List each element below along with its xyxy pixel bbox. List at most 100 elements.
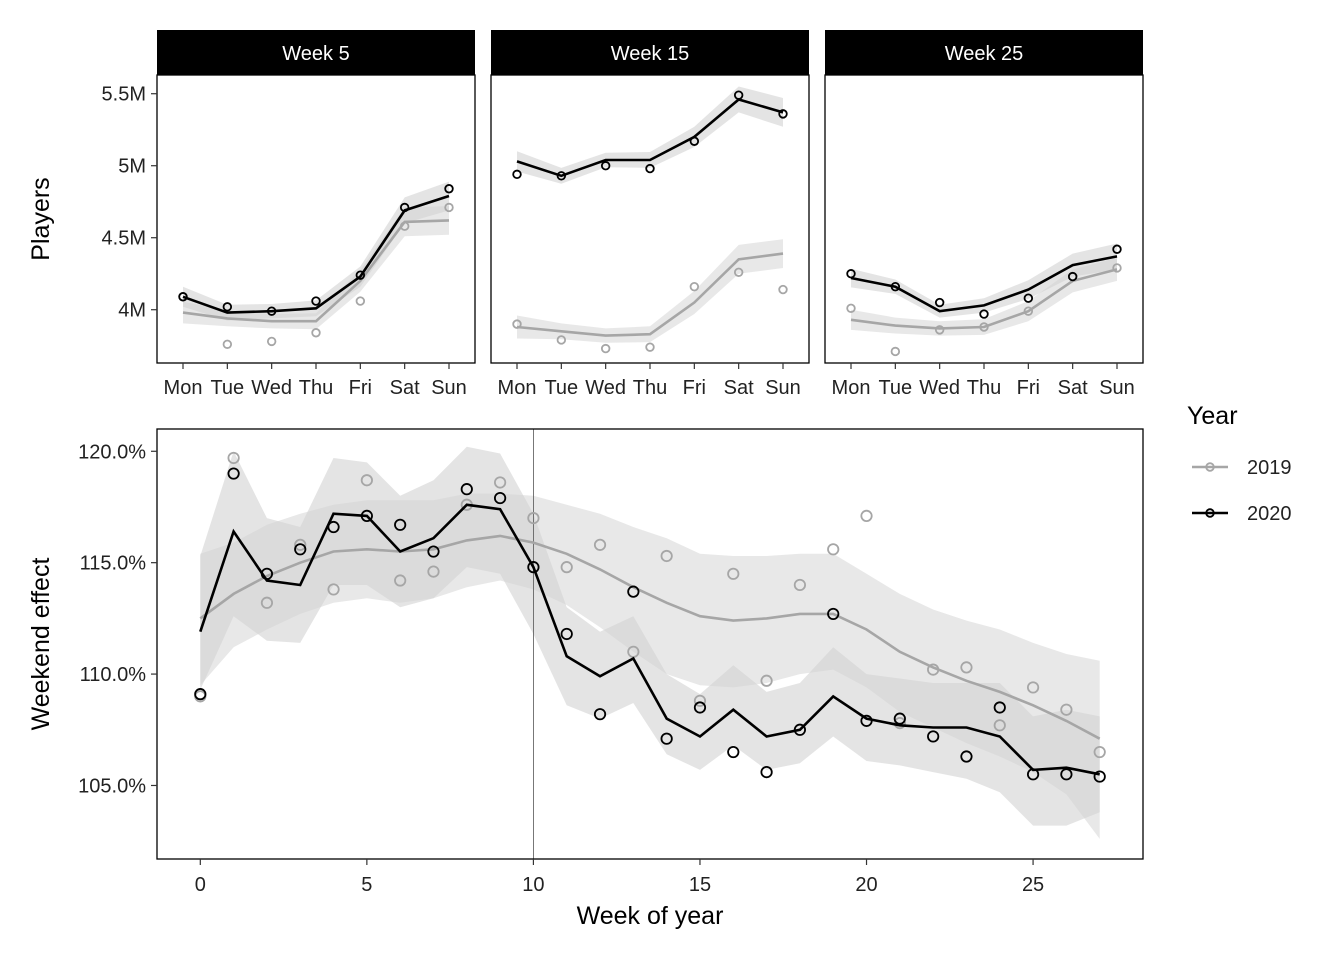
facet-title: Week 5 xyxy=(282,43,349,65)
data-point-2019 xyxy=(560,561,573,574)
data-point-2019 xyxy=(593,538,607,551)
data-point-2020 xyxy=(1067,271,1078,282)
x-axis-title: Week of year xyxy=(577,902,724,930)
data-point-2020 xyxy=(222,302,233,312)
data-point-2019 xyxy=(294,538,307,551)
data-point-2019 xyxy=(860,509,873,522)
data-point-2020 xyxy=(427,545,440,558)
x-tick-label: Mon xyxy=(164,377,203,399)
x-tick-label: Tue xyxy=(878,377,912,399)
data-point-2020 xyxy=(778,109,788,119)
data-point-2020 xyxy=(355,270,366,280)
x-tick-label: Sun xyxy=(765,377,801,399)
x-tick-label: Fri xyxy=(683,377,706,399)
y-tick-label: 4M xyxy=(118,300,146,322)
data-point-2020 xyxy=(1112,244,1122,254)
data-point-2019 xyxy=(733,267,744,277)
data-point-2019 xyxy=(494,476,507,489)
data-point-2019 xyxy=(327,583,340,596)
series-line-2020 xyxy=(850,255,1118,313)
data-point-2020 xyxy=(444,184,454,194)
legend-title: Year xyxy=(1187,402,1238,430)
data-point-2019 xyxy=(934,325,945,335)
facet-panel-3: Week 25 Mon Tue Wed Thu Fri Sat Sun xyxy=(824,30,1144,399)
data-point-2019 xyxy=(1060,703,1073,716)
data-point-2019 xyxy=(1026,681,1040,694)
data-point-2019 xyxy=(355,296,366,306)
data-point-2020 xyxy=(512,169,522,180)
data-point-2020 xyxy=(1060,768,1073,781)
data-point-2019 xyxy=(311,328,321,338)
data-point-2019 xyxy=(927,663,940,676)
y-tick-label: 115.0% xyxy=(80,553,147,575)
data-point-2020 xyxy=(890,281,901,292)
data-point-2019 xyxy=(760,674,773,687)
data-point-2019 xyxy=(960,661,973,674)
x-tick-label: Mon xyxy=(498,377,537,399)
y-tick-label: 120.0% xyxy=(78,441,146,463)
x-tick-label: 20 xyxy=(855,874,877,896)
x-tick-label: Mon xyxy=(832,377,871,399)
x-tick-label: Sat xyxy=(724,377,754,399)
data-point-2020 xyxy=(311,296,321,306)
data-point-2019 xyxy=(556,335,567,345)
data-point-2020 xyxy=(693,701,707,714)
x-tick-label: Thu xyxy=(299,377,333,399)
facet-title: Week 15 xyxy=(611,43,690,65)
data-point-2020 xyxy=(266,306,277,316)
facet-strip xyxy=(825,30,1143,75)
series-line-2020 xyxy=(199,503,1100,776)
data-point-2020 xyxy=(227,467,240,480)
y-tick-label: 5.5M xyxy=(102,84,146,106)
legend-key-point xyxy=(1205,462,1215,472)
data-point-2019 xyxy=(689,281,700,292)
x-tick-label: Sat xyxy=(390,377,420,399)
data-point-2019 xyxy=(260,596,274,609)
x-tick-label: 25 xyxy=(1022,874,1044,896)
data-point-2019 xyxy=(527,512,540,525)
x-tick-label: Wed xyxy=(919,377,960,399)
data-point-2020 xyxy=(727,745,740,759)
data-point-2019 xyxy=(222,339,233,349)
data-point-2020 xyxy=(979,309,989,319)
data-point-2020 xyxy=(194,688,207,701)
facet-strip xyxy=(157,30,475,75)
data-point-2019 xyxy=(360,474,373,487)
data-point-2020 xyxy=(360,509,373,522)
data-point-2019 xyxy=(266,336,277,347)
data-point-2019 xyxy=(693,694,707,707)
data-point-2020 xyxy=(399,202,410,213)
data-point-2019 xyxy=(660,549,673,563)
data-point-2020 xyxy=(860,714,873,727)
data-point-2019 xyxy=(827,543,840,556)
data-point-2019 xyxy=(793,578,806,592)
data-point-2020 xyxy=(494,491,507,505)
legend-key-point xyxy=(1205,508,1215,518)
confidence-band-2020 xyxy=(517,86,783,184)
data-point-2019 xyxy=(627,645,640,658)
series-line-2019 xyxy=(516,252,784,337)
data-point-2020 xyxy=(960,750,973,763)
data-point-2019 xyxy=(778,284,788,295)
data-point-2020 xyxy=(600,161,611,171)
data-point-2020 xyxy=(593,708,607,721)
x-tick-label: Wed xyxy=(585,377,626,399)
y-tick-label: 4.5M xyxy=(102,228,146,250)
x-tick-label: Sun xyxy=(1099,377,1135,399)
x-tick-label: Tue xyxy=(210,377,244,399)
legend-label: 2020 xyxy=(1247,503,1292,525)
x-tick-label: Thu xyxy=(967,377,1001,399)
data-point-2020 xyxy=(733,90,744,100)
x-tick-label: Fri xyxy=(349,377,372,399)
y-axis-title: Players xyxy=(27,177,55,260)
facet-strip xyxy=(491,30,809,75)
data-point-2020 xyxy=(527,561,540,574)
series-line-2019 xyxy=(199,534,1101,740)
data-point-2020 xyxy=(178,292,188,302)
data-point-2020 xyxy=(327,520,340,534)
data-point-2019 xyxy=(600,343,611,354)
data-point-2020 xyxy=(893,712,906,725)
data-point-2020 xyxy=(827,607,840,621)
data-point-2020 xyxy=(560,627,573,641)
data-point-2019 xyxy=(394,574,407,587)
